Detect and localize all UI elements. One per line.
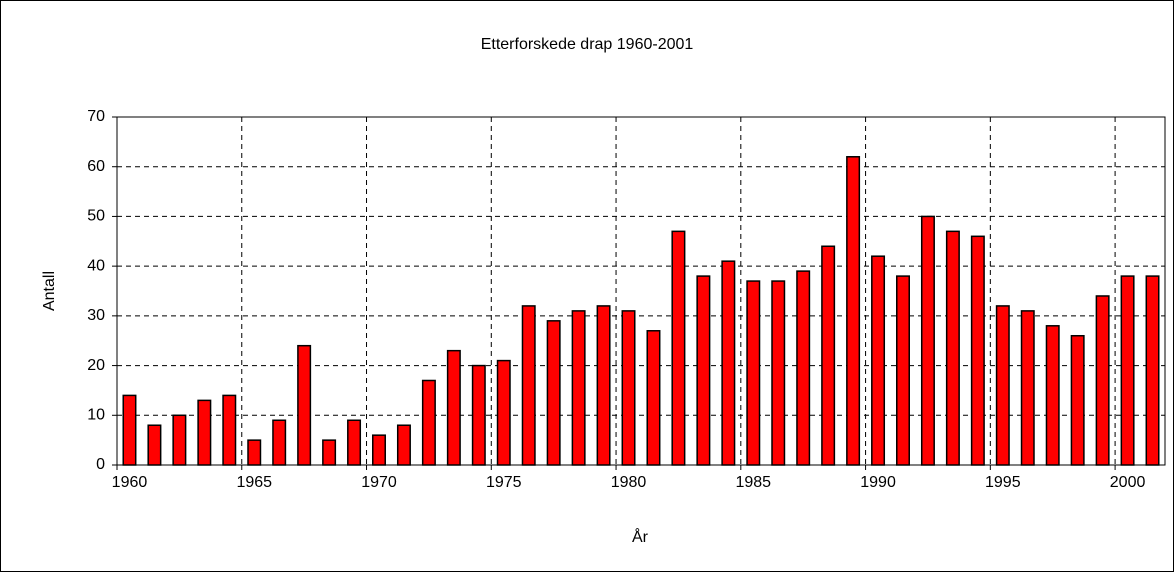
bar (197, 399, 212, 466)
x-tick-label: 1965 (236, 474, 272, 491)
chart-title: Etterforskede drap 1960-2001 (481, 36, 694, 53)
x-tick-label: 1975 (486, 474, 522, 491)
bar (247, 439, 262, 466)
bar (147, 424, 162, 466)
bar (796, 270, 811, 466)
bar (322, 439, 337, 466)
bar (1020, 310, 1035, 466)
bar (696, 275, 711, 466)
bar (396, 424, 411, 466)
bar (1070, 334, 1085, 466)
bar (1145, 275, 1160, 466)
x-tick-label: 1995 (985, 474, 1021, 491)
bar (671, 230, 686, 466)
x-tick-label: 1960 (112, 474, 148, 491)
bar (272, 419, 287, 466)
bar (746, 280, 761, 466)
y-tick-label: 10 (87, 407, 105, 424)
bar (1095, 295, 1110, 466)
bar (496, 359, 511, 466)
y-tick-label: 0 (96, 456, 105, 473)
bar (945, 230, 960, 466)
bar (521, 305, 536, 466)
bar (172, 414, 187, 466)
x-tick-label: 2000 (1110, 474, 1146, 491)
bar (471, 364, 486, 466)
bar (846, 156, 861, 466)
bar (347, 419, 362, 466)
bar (871, 255, 886, 466)
bar (920, 215, 935, 466)
bar (372, 434, 386, 466)
y-axis-label: Antall (41, 271, 58, 311)
bar (896, 275, 910, 466)
x-axis-label: År (632, 527, 649, 546)
plot-border (116, 116, 1166, 466)
x-tick-label: 1980 (611, 474, 647, 491)
x-tick-label: 1990 (860, 474, 896, 491)
bar (297, 344, 312, 466)
bar (646, 330, 661, 466)
bar (596, 305, 611, 466)
y-tick-label: 20 (87, 357, 105, 374)
bar (771, 280, 786, 466)
bar (1045, 325, 1060, 466)
bar (546, 320, 561, 466)
x-tick-label: 1985 (735, 474, 771, 491)
bar (122, 394, 137, 466)
bar (571, 310, 586, 466)
y-tick-label: 30 (87, 307, 105, 324)
bar (821, 245, 836, 466)
bar (721, 260, 736, 466)
bar (995, 305, 1010, 466)
bar (421, 379, 436, 466)
x-tick-label: 1970 (361, 474, 397, 491)
bar (222, 394, 237, 466)
bar (970, 235, 985, 466)
bar (446, 349, 461, 466)
bar (1120, 275, 1135, 466)
y-tick-label: 40 (87, 257, 105, 274)
y-tick-label: 70 (87, 108, 105, 125)
y-tick-label: 50 (87, 208, 105, 225)
y-tick-label: 60 (87, 158, 105, 175)
bar (621, 310, 636, 466)
